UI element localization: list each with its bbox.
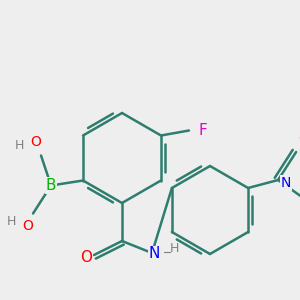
Text: O: O: [80, 250, 92, 265]
Text: F: F: [199, 123, 207, 138]
Text: O: O: [31, 136, 41, 149]
Text: N: N: [281, 176, 291, 190]
Text: B: B: [46, 178, 56, 193]
Text: O: O: [22, 218, 34, 233]
Text: +: +: [298, 186, 300, 196]
Text: H: H: [169, 242, 179, 256]
Text: O: O: [298, 133, 300, 148]
Text: H: H: [6, 215, 16, 228]
Text: H: H: [14, 139, 24, 152]
Text: N: N: [148, 247, 160, 262]
